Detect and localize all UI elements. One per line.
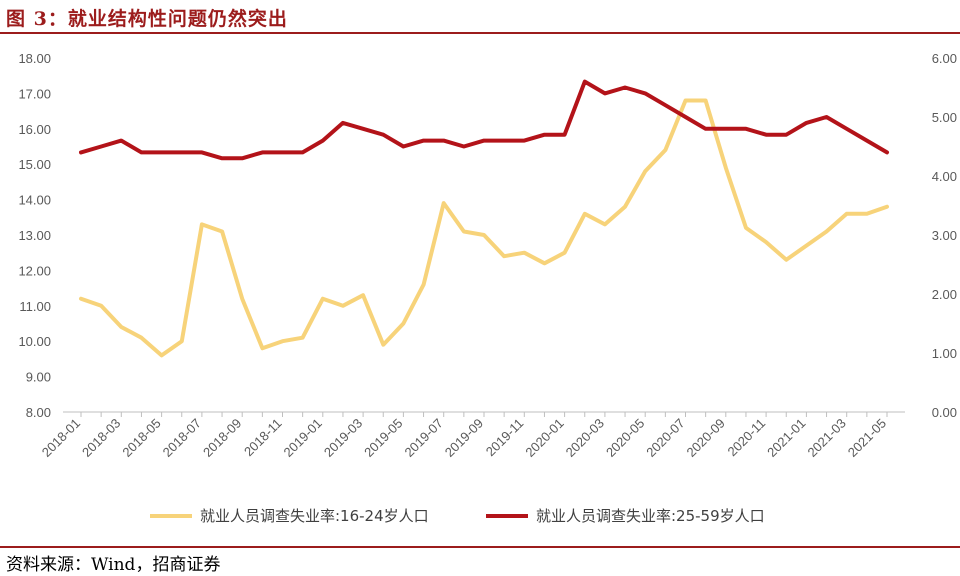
left-tick-label: 18.00 bbox=[18, 51, 51, 66]
right-tick-label: 6.00 bbox=[932, 51, 957, 66]
right-tick-label: 2.00 bbox=[932, 287, 957, 302]
left-tick-label: 12.00 bbox=[18, 263, 51, 278]
left-tick-label: 16.00 bbox=[18, 122, 51, 137]
left-tick-label: 9.00 bbox=[26, 370, 51, 385]
x-tick-label: 2018-07 bbox=[160, 416, 204, 460]
x-tick-label: 2021-03 bbox=[804, 416, 848, 460]
chart-canvas: 8.00 9.00 10.00 11.00 12.00 13.00 14.00 15.00 16… bbox=[18, 51, 957, 525]
x-tick-label: 2018-11 bbox=[241, 416, 285, 460]
x-tick-label: 2021-05 bbox=[845, 416, 889, 460]
x-tick-label: 2020-07 bbox=[643, 416, 687, 460]
x-tick-label: 2019-03 bbox=[321, 416, 365, 460]
left-tick-label: 13.00 bbox=[18, 228, 51, 243]
right-tick-label: 1.00 bbox=[932, 346, 957, 361]
x-tick-label: 2019-01 bbox=[281, 416, 325, 460]
x-tick-label: 2020-11 bbox=[725, 416, 769, 460]
left-tick-label: 14.00 bbox=[18, 193, 51, 208]
x-tick-label: 2019-05 bbox=[361, 416, 405, 460]
source-note: 资料来源：Wind，招商证券 bbox=[6, 555, 221, 575]
x-tick-label: 2019-09 bbox=[442, 416, 486, 460]
right-tick-label: 0.00 bbox=[932, 405, 957, 420]
x-tick-label: 2020-01 bbox=[522, 416, 566, 460]
title-rule bbox=[0, 32, 960, 34]
x-tick-label: 2018-03 bbox=[79, 416, 123, 460]
left-tick-label: 15.00 bbox=[18, 157, 51, 172]
legend: 就业人员调查失业率:16-24岁人口 就业人员调查失业率:25-59岁人口 bbox=[150, 507, 765, 525]
series-line-youth bbox=[79, 98, 889, 358]
x-tick-label: 2018-09 bbox=[200, 416, 244, 460]
series-line-prime-age bbox=[79, 79, 889, 161]
x-axis-labels: 2018-012018-032018-052018-072018-092018-… bbox=[39, 416, 889, 460]
source-rule bbox=[0, 546, 960, 548]
right-axis-ticks: 0.00 1.00 2.00 3.00 4.00 5.00 6.00 bbox=[932, 51, 957, 420]
left-tick-label: 8.00 bbox=[26, 405, 51, 420]
x-tick-label: 2020-09 bbox=[684, 416, 728, 460]
x-tick-label: 2018-05 bbox=[119, 416, 163, 460]
right-tick-label: 4.00 bbox=[932, 169, 957, 184]
x-tick-label: 2021-01 bbox=[764, 416, 808, 460]
left-tick-label: 17.00 bbox=[18, 86, 51, 101]
x-axis-ticks bbox=[80, 412, 888, 417]
x-tick-label: 2019-11 bbox=[483, 416, 527, 460]
figure-title: 图 3：就业结构性问题仍然突出 bbox=[6, 8, 288, 30]
left-tick-label: 11.00 bbox=[19, 299, 51, 314]
x-tick-label: 2020-05 bbox=[603, 416, 647, 460]
x-tick-label: 2019-07 bbox=[401, 416, 445, 460]
right-tick-label: 5.00 bbox=[932, 110, 957, 125]
legend-label: 就业人员调查失业率:25-59岁人口 bbox=[536, 507, 765, 525]
series-layer bbox=[79, 79, 889, 358]
x-tick-label: 2018-01 bbox=[39, 416, 83, 460]
left-axis-ticks: 8.00 9.00 10.00 11.00 12.00 13.00 14.00 15.00 16… bbox=[18, 51, 51, 420]
legend-label: 就业人员调查失业率:16-24岁人口 bbox=[200, 507, 429, 525]
left-tick-label: 10.00 bbox=[18, 334, 51, 349]
x-tick-label: 2020-03 bbox=[563, 416, 607, 460]
right-tick-label: 3.00 bbox=[932, 228, 957, 243]
